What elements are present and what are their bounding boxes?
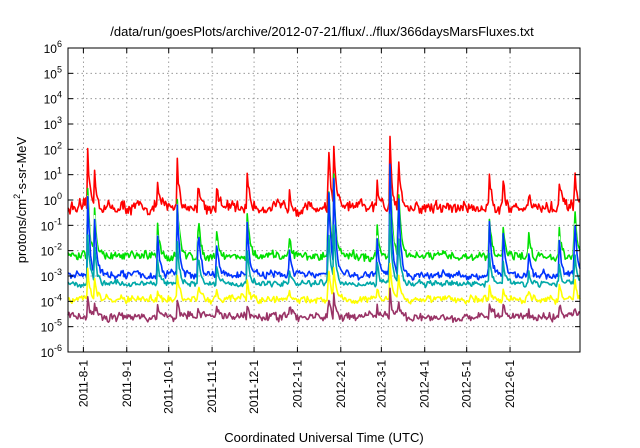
y-tick-label: 102 [44,140,62,157]
x-axis-label: Coordinated Universal Time (UTC) [224,430,423,445]
chart-title: /data/run/goesPlots/archive/2012-07-21/f… [110,24,534,39]
x-tick-label: 2012-6-1 [503,360,517,408]
y-tick-base: 10 [44,194,58,208]
x-tick-label: 2012-4-1 [418,360,432,408]
y-tick-base: 10 [44,93,58,107]
x-tick-label: 2011-8-1 [76,360,90,407]
y-tick-label: 100 [44,191,62,208]
x-tick-label: 2012-1-1 [290,360,304,408]
ticks [68,47,580,353]
series-line-5 [67,213,581,289]
y-tick-labels: 10-610-510-410-310-210-11001011021031041… [41,39,62,360]
y-tick-exp: 4 [57,90,62,100]
y-axis-label-main: protons/cm [14,199,29,263]
x-tick-label: 2012-5-1 [460,360,474,408]
y-axis-label: protons/cm2-s-sr-MeV [12,136,29,263]
x-tick-labels: 2011-8-1 2011-9-1 2011-10-1 2011-11-1 2011-1… [76,360,517,414]
x-tick-label: 2012-3-1 [374,360,388,408]
y-tick-label: 10-3 [41,267,62,284]
y-tick-exp: 0 [57,191,62,201]
y-tick-exp: -4 [54,292,62,302]
x-tick-label: 2011-9-1 [120,360,134,407]
y-axis-label-rest: -s-sr-MeV [14,136,29,193]
y-tick-exp: 2 [57,140,62,150]
y-tick-base: 10 [41,321,55,335]
series-line-6 [67,262,581,305]
y-tick-label: 105 [44,64,62,81]
x-tick-label: 2011-12-1 [247,360,261,414]
y-tick-base: 10 [44,169,58,183]
x-tick-label: 2011-10-1 [162,360,176,414]
series-line-4 [67,163,581,281]
y-tick-label: 10-2 [41,242,62,259]
y-tick-base: 10 [44,143,58,157]
y-tick-label: 104 [44,90,62,107]
y-tick-exp: -2 [54,242,62,252]
y-tick-label: 10-1 [41,216,62,233]
x-tick-label: 2012-2-1 [334,360,348,408]
series-line-7 [67,287,581,323]
y-tick-base: 10 [44,42,58,56]
y-tick-label: 106 [44,39,62,56]
y-tick-label: 10-6 [41,343,62,360]
y-tick-exp: 1 [57,166,62,176]
y-tick-exp: -5 [54,318,62,328]
y-tick-base: 10 [41,270,55,284]
x-tick-label: 2011-11-1 [205,360,219,413]
y-tick-label: 101 [44,166,62,183]
y-tick-label: 10-4 [41,292,62,309]
y-tick-label: 10-5 [41,318,62,335]
y-tick-base: 10 [44,118,58,132]
series-group [67,135,581,323]
y-axis-label-sup: 2 [12,194,22,199]
y-tick-exp: 5 [57,64,62,74]
y-tick-exp: 6 [57,39,62,49]
y-tick-base: 10 [41,219,55,233]
y-tick-base: 10 [41,245,55,259]
series-line-1 [67,135,581,218]
y-tick-exp: -3 [54,267,62,277]
y-tick-base: 10 [41,346,55,360]
y-tick-base: 10 [44,67,58,81]
y-tick-base: 10 [41,295,55,309]
series-line-2 [67,165,581,263]
y-tick-exp: -6 [54,343,62,353]
y-tick-label: 103 [44,115,62,132]
series-line-3 [67,176,581,274]
y-tick-exp: 3 [57,115,62,125]
y-tick-exp: -1 [54,216,62,226]
